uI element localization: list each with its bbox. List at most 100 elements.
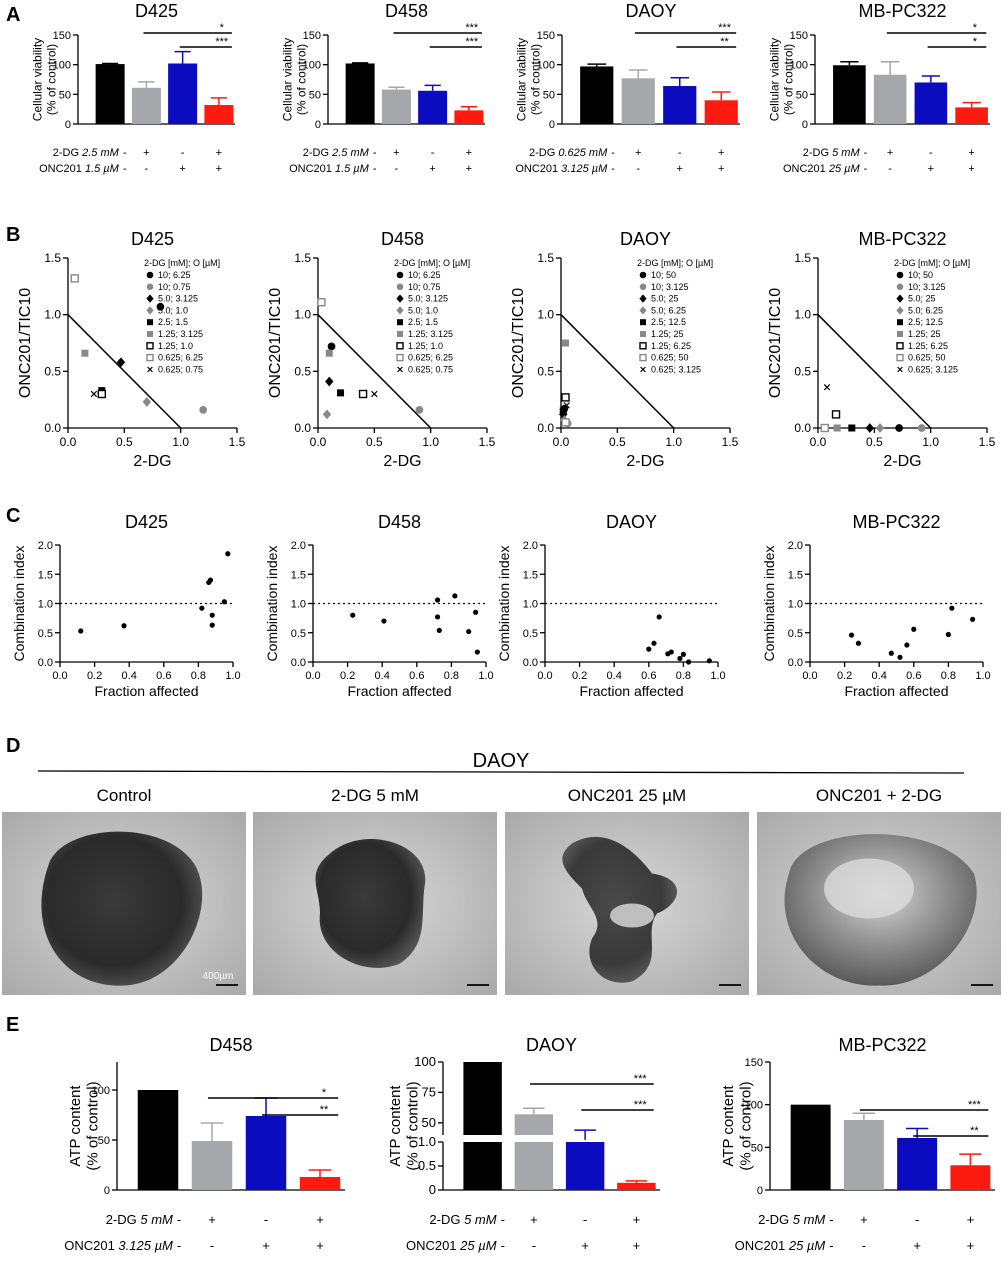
marker-grey-circle	[146, 283, 154, 291]
additivity-line	[817, 314, 932, 429]
marker-grey-square	[81, 349, 89, 357]
treatment-sign: -	[395, 163, 399, 175]
data-point	[381, 618, 387, 624]
x-axis-label: 2-DG	[626, 453, 664, 470]
legend-entry: 5.0; 25	[651, 294, 679, 304]
scale-bar-label: 400µm	[203, 971, 234, 982]
treatment-label: ONC201 25 µM	[783, 163, 860, 175]
treatment-sign: +	[208, 1212, 216, 1227]
x-tick-label: 1.0	[225, 670, 240, 682]
bar	[790, 1104, 831, 1190]
condition-label: ONC201 + 2-DG	[816, 786, 942, 805]
y-tick-label: 0.0	[537, 421, 554, 435]
x-tick-label: 0.5	[366, 435, 383, 449]
bar	[245, 1116, 287, 1190]
bar	[955, 107, 988, 124]
treatment-label: 2-DG 2.5 mM	[53, 147, 120, 159]
data-point	[897, 654, 903, 660]
legend-entry: 10; 3.125	[908, 282, 946, 292]
y-tick-label: 150	[303, 30, 321, 42]
marker-black-square	[147, 319, 153, 326]
treatment-sign: +	[316, 1212, 324, 1227]
drug-dose: 25 µM	[459, 1238, 497, 1253]
panel-letter-A: A	[6, 4, 20, 26]
treatment-sign: -	[929, 147, 933, 159]
data-point	[651, 640, 657, 646]
y-tick-label: 150	[53, 30, 71, 42]
bar	[621, 78, 655, 124]
x-tick-label: 0.2	[572, 670, 587, 682]
y-tick-label: 1.5	[788, 569, 803, 581]
y-axis-label-line: Cellular viability	[31, 38, 45, 121]
treatment-sign: +	[143, 147, 149, 159]
y-axis-label-line: (% of control)	[781, 44, 795, 115]
marker-open-square	[146, 342, 154, 350]
y-axis-label-line: (% of control)	[84, 1081, 101, 1170]
y-tick-label: 0	[757, 1185, 763, 1197]
y-tick-label: 1.0	[537, 308, 554, 322]
legend-entry: 10; 50	[908, 270, 933, 280]
treatment-sign: +	[633, 1238, 641, 1253]
bar	[580, 66, 614, 124]
y-tick-label: 0.5	[794, 364, 811, 378]
panel-letter-B: B	[6, 224, 20, 246]
treatment-sign: -	[501, 1238, 505, 1253]
x-tick-label: 1.0	[922, 435, 939, 449]
marker-grey-diamond	[322, 409, 332, 420]
additivity-line	[67, 314, 182, 429]
significance-label: *	[220, 22, 225, 34]
treatment-sign: -	[373, 163, 377, 175]
data-point	[350, 612, 356, 618]
marker-grey-circle	[917, 424, 926, 432]
drug-name: ONC201	[39, 163, 85, 175]
drug-name: ONC201	[515, 163, 561, 175]
treatment-sign: +	[530, 1212, 538, 1227]
y-tick-label: 0	[429, 1182, 436, 1197]
y-tick-label: 50	[422, 1115, 436, 1130]
treatment-sign: +	[216, 163, 222, 175]
legend-entry: 0.625; 50	[908, 353, 946, 363]
treatment-sign: +	[262, 1238, 270, 1253]
marker-grey-square	[640, 331, 646, 337]
x-tick-label: 0.0	[537, 670, 552, 682]
y-tick-label: 0	[104, 1185, 110, 1197]
y-tick-label: 1.5	[44, 251, 61, 265]
legend-entry: 10; 50	[651, 270, 676, 280]
treatment-sign: -	[123, 147, 127, 159]
bar	[833, 65, 866, 124]
y-tick-label: 1.5	[294, 251, 311, 265]
marker-open-square	[358, 389, 368, 399]
panel-d-rule	[37, 770, 965, 774]
bar	[663, 86, 697, 124]
treatment-sign: -	[611, 163, 615, 175]
y-tick-label: 2.0	[38, 540, 53, 552]
treatment-sign: +	[677, 163, 683, 175]
treatment-sign: +	[179, 163, 185, 175]
y-axis-label-line: ATP content	[720, 1085, 737, 1167]
drug-dose: 2.5 mM	[331, 147, 370, 159]
drug-dose: 5 mM	[832, 147, 860, 159]
marker-open-grey-square	[896, 353, 904, 362]
legend-entry: 2.5; 12.5	[651, 317, 686, 327]
panel-letter-C: C	[6, 505, 20, 527]
bar	[514, 1114, 554, 1135]
drug-dose: 0.625 mM	[558, 147, 608, 159]
data-point	[225, 551, 231, 557]
marker-cross	[147, 366, 153, 373]
marker-grey-circle	[896, 283, 904, 291]
chart-title: D425	[135, 1, 178, 21]
legend-entry: 10; 6.25	[158, 270, 191, 280]
treatment-sign: +	[633, 1212, 641, 1227]
y-tick-label: 1.5	[291, 569, 306, 581]
y-tick-label: 0.0	[291, 657, 306, 669]
marker-grey-square	[325, 349, 333, 357]
y-tick-label: 1.0	[788, 599, 803, 611]
y-tick-label: 50	[309, 89, 321, 101]
treatment-sign: -	[177, 1212, 181, 1227]
y-axis-label: ONC201/TIC10	[767, 288, 784, 398]
marker-black-diamond	[865, 423, 875, 433]
y-tick-label: 100	[303, 60, 321, 72]
